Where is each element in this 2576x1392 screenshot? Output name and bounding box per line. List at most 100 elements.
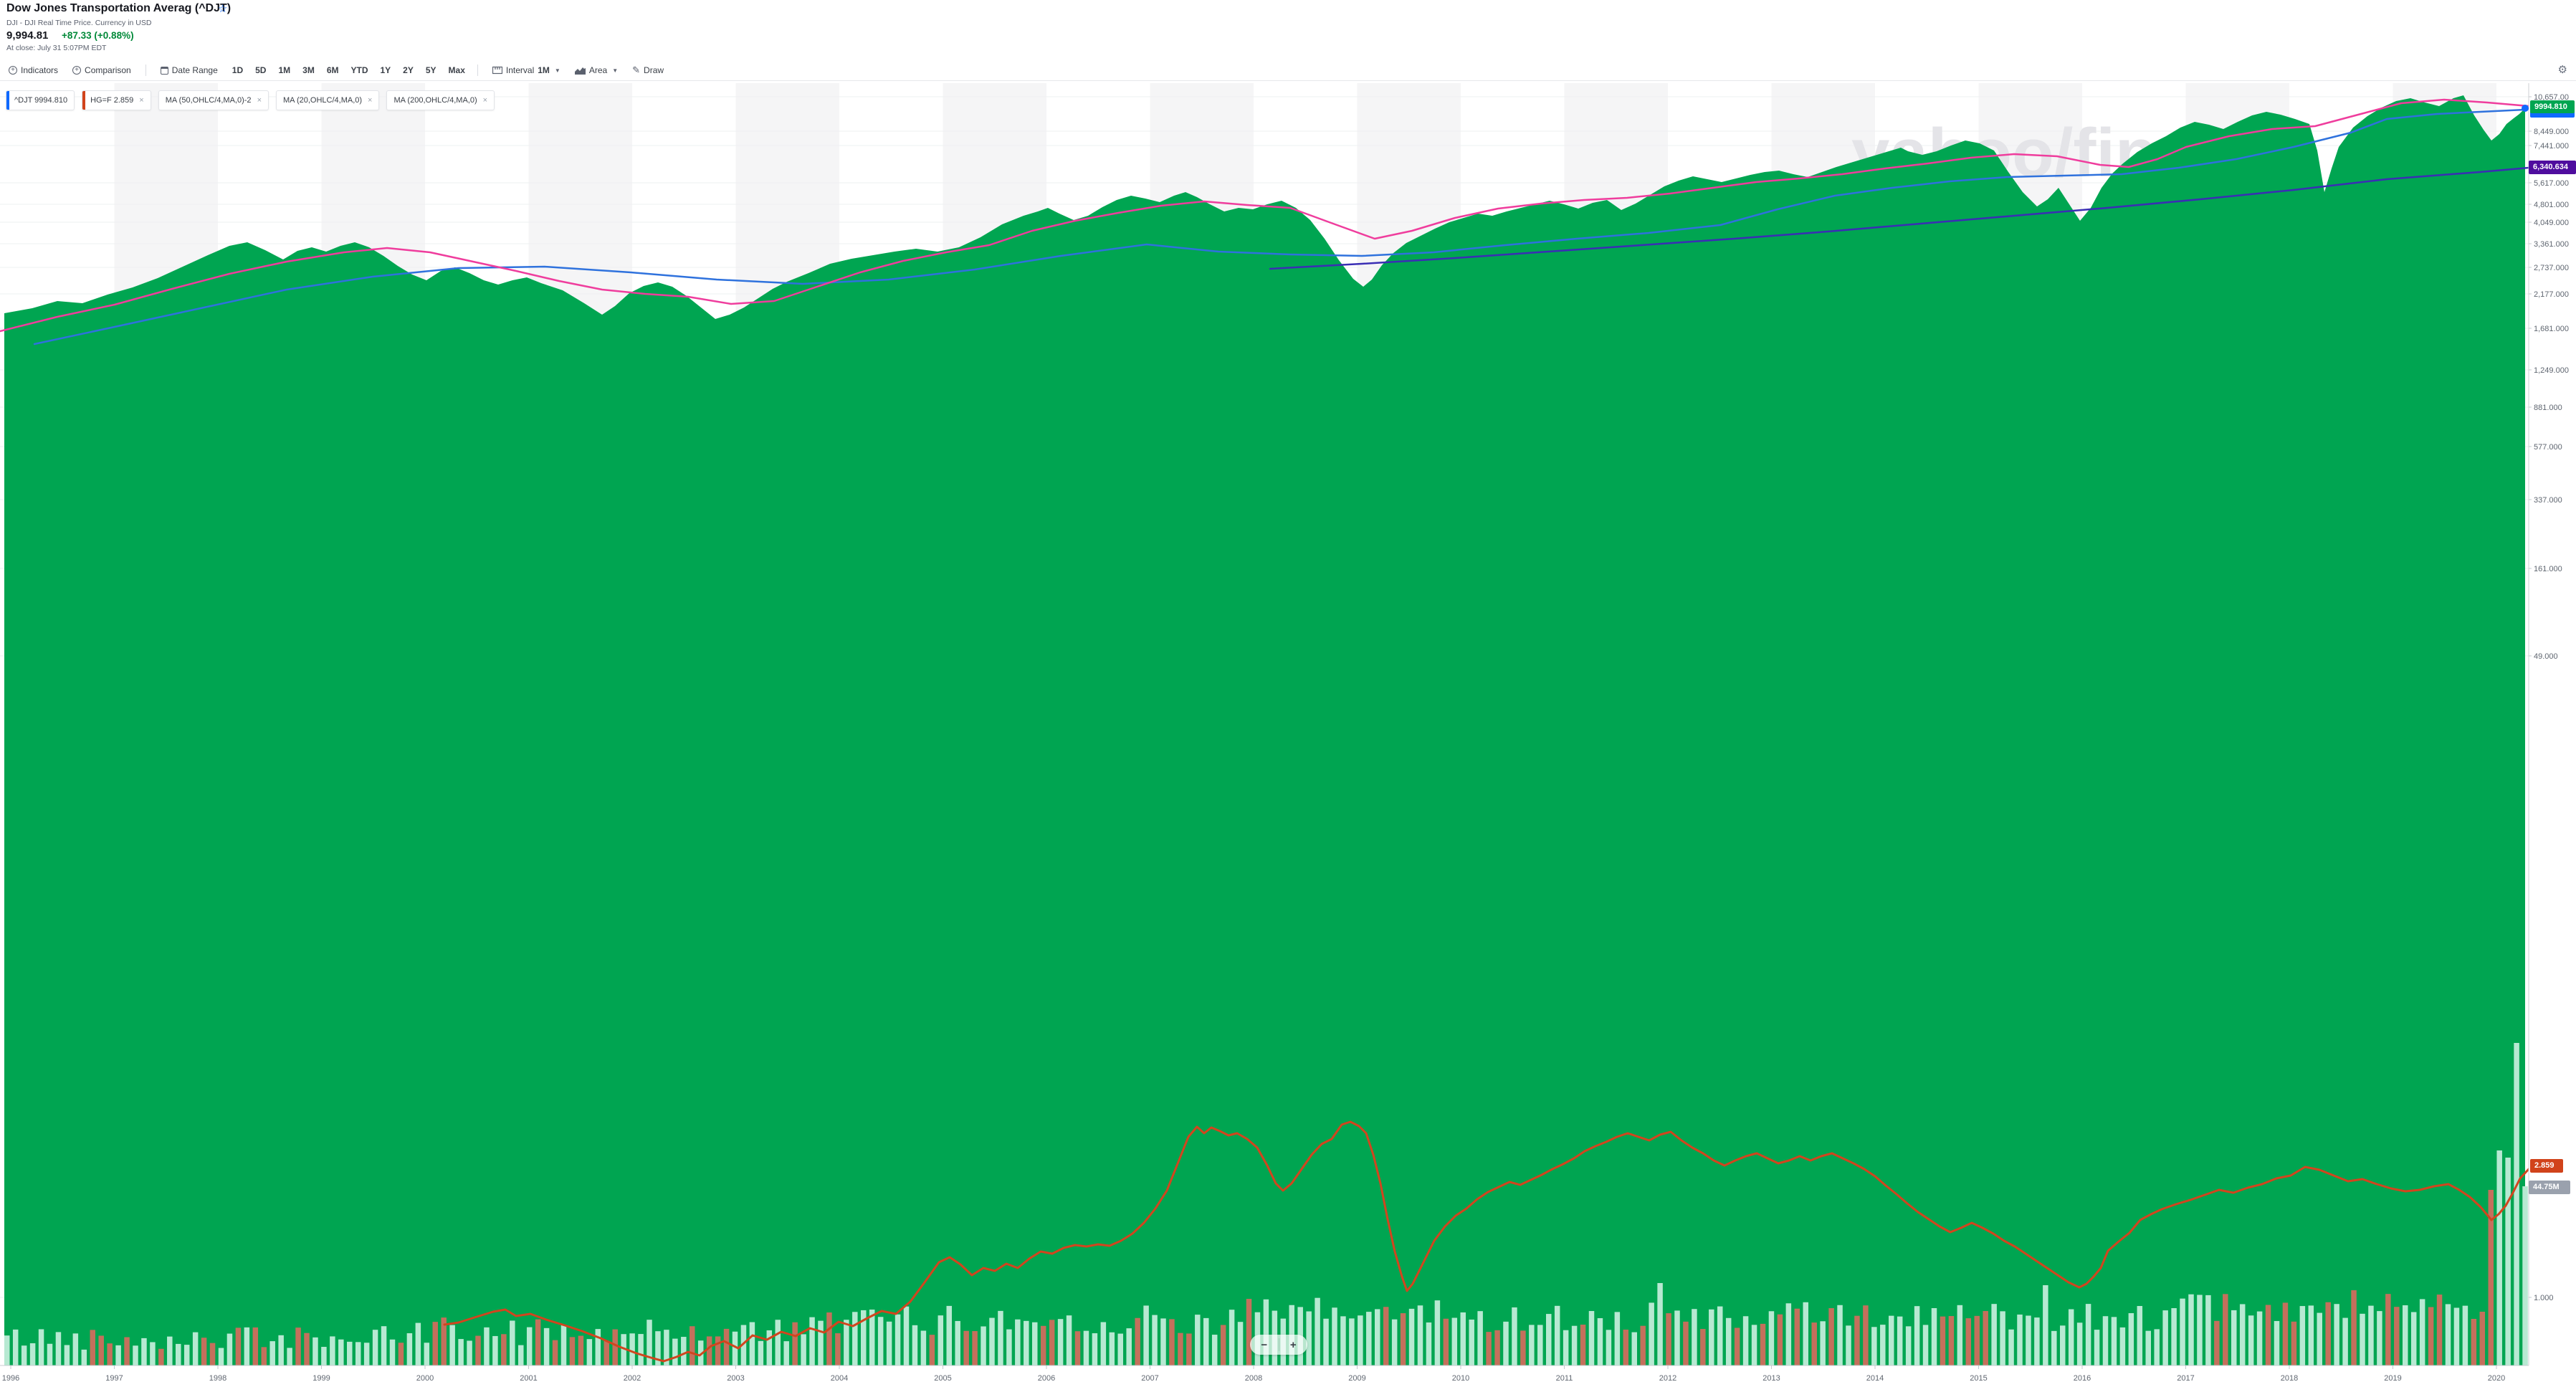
volume-bar <box>1897 1316 1903 1365</box>
volume-bar <box>920 1330 927 1365</box>
chevron-down-icon: ▼ <box>554 67 560 74</box>
legend-pill-3[interactable]: MA (20,OHLC/4,MA,0) × <box>276 90 380 110</box>
date-range-group: Date Range <box>160 65 218 75</box>
volume-bar <box>1109 1332 1115 1365</box>
range-button-3m[interactable]: 3M <box>302 65 315 75</box>
volume-bar <box>1143 1305 1149 1365</box>
volume-bar <box>2360 1313 2365 1365</box>
volume-bar <box>869 1310 875 1365</box>
volume-bar <box>972 1331 978 1365</box>
close-icon[interactable]: × <box>139 96 144 105</box>
draw-button[interactable]: ✎ Draw <box>632 65 664 76</box>
volume-bar <box>372 1330 378 1365</box>
legend-pill-1[interactable]: HG=F 2.859 × <box>82 90 151 110</box>
volume-bar <box>1820 1321 1826 1365</box>
star-icon[interactable]: ☆ <box>218 3 228 15</box>
chart-type-dropdown[interactable]: Area ▼ <box>574 65 618 75</box>
interval-dropdown[interactable]: Interval 1M ▼ <box>492 65 560 75</box>
range-button-1m[interactable]: 1M <box>278 65 291 75</box>
volume-bar <box>150 1342 156 1365</box>
volume-bar <box>226 1333 233 1365</box>
volume-bar <box>1066 1315 1072 1365</box>
volume-bar <box>989 1317 995 1365</box>
volume-bar <box>1263 1299 1269 1365</box>
volume-bar <box>321 1347 327 1365</box>
range-button-5d[interactable]: 5D <box>255 65 267 75</box>
volume-bar <box>295 1327 301 1365</box>
y-tick-label: 577.000 <box>2534 443 2562 452</box>
comparison-button[interactable]: + Comparison <box>72 65 131 75</box>
volume-bar <box>775 1320 781 1365</box>
range-button-ytd[interactable]: YTD <box>350 65 368 75</box>
x-tick-label: 2011 <box>1556 1374 1573 1383</box>
volume-bar <box>124 1337 130 1365</box>
volume-bar <box>458 1339 464 1365</box>
zoom-out-button[interactable]: − <box>1261 1338 1268 1351</box>
legend-pill-0[interactable]: ^DJT 9994.810 <box>6 90 75 110</box>
volume-bar <box>81 1349 87 1365</box>
volume-bar <box>2094 1330 2100 1365</box>
volume-bar <box>1520 1330 1526 1365</box>
volume-bar <box>1614 1312 1621 1365</box>
volume-bar <box>2342 1317 2348 1365</box>
volume-bar <box>1957 1305 1963 1365</box>
volume-bar <box>1126 1328 1132 1365</box>
range-button-1d[interactable]: 1D <box>232 65 244 75</box>
pill-label: HG=F 2.859 <box>90 96 134 105</box>
range-button-1y[interactable]: 1Y <box>380 65 391 75</box>
volume-bar <box>2445 1304 2451 1365</box>
volume-bar <box>1057 1319 1064 1365</box>
volume-bar <box>1340 1316 1346 1365</box>
pill-label: ^DJT 9994.810 <box>14 96 68 105</box>
volume-bar <box>1537 1325 1543 1365</box>
volume-bar <box>1315 1297 1320 1365</box>
volume-bar <box>1186 1333 1192 1365</box>
volume-bar <box>415 1322 421 1365</box>
range-buttons: 1D 5D 1M 3M 6M YTD 1Y 2Y 5Y Max <box>232 65 477 75</box>
volume-bar <box>1229 1310 1235 1365</box>
y-tick-label: 3,361.000 <box>2534 240 2569 249</box>
volume-bar <box>2214 1320 2220 1365</box>
gear-icon[interactable]: ⚙ <box>2557 64 2567 76</box>
legend-pill-4[interactable]: MA (200,OHLC/4,MA,0) × <box>386 90 495 110</box>
volume-bar <box>2428 1307 2434 1365</box>
close-icon[interactable]: × <box>482 96 488 105</box>
volume-bar <box>1024 1320 1029 1365</box>
volume-bar <box>278 1335 284 1365</box>
volume-bar <box>2351 1290 2357 1365</box>
volume-bar <box>647 1320 652 1365</box>
volume-bar <box>1777 1314 1783 1365</box>
x-tick-label: 2017 <box>2177 1374 2194 1383</box>
line-series-HG=F <box>443 1120 2530 1363</box>
volume-bar <box>1922 1325 1929 1365</box>
volume-bar <box>1692 1309 1697 1365</box>
x-tick-label: 1999 <box>313 1374 330 1383</box>
close-icon[interactable]: × <box>368 96 373 105</box>
volume-bar <box>2034 1317 2040 1365</box>
y-tick-label: 2,737.000 <box>2534 264 2569 272</box>
volume-bar <box>2368 1305 2374 1365</box>
djt-price-badge: 9994.810 <box>2530 100 2575 113</box>
volume-bar <box>1074 1331 1081 1365</box>
range-button-2y[interactable]: 2Y <box>403 65 414 75</box>
volume-bar <box>363 1343 370 1365</box>
legend-pill-2[interactable]: MA (50,OHLC/4,MA,0)-2 × <box>158 90 269 110</box>
volume-bar <box>432 1322 438 1365</box>
pill-label: MA (50,OHLC/4,MA,0)-2 <box>165 96 252 105</box>
volume-bar <box>287 1348 292 1365</box>
volume-bar <box>809 1317 815 1365</box>
volume-bar <box>2008 1329 2014 1365</box>
close-icon[interactable]: × <box>257 96 262 105</box>
range-button-6m[interactable]: 6M <box>326 65 339 75</box>
pencil-icon: ✎ <box>632 65 641 75</box>
volume-bar <box>1443 1318 1449 1365</box>
range-button-5y[interactable]: 5Y <box>425 65 437 75</box>
volume-bar <box>2017 1314 2023 1365</box>
volume-bar <box>2325 1302 2331 1365</box>
indicators-button[interactable]: + Indicators <box>9 65 58 75</box>
range-button-max[interactable]: Max <box>448 65 465 75</box>
zoom-in-button[interactable]: + <box>1289 1338 1297 1351</box>
volume-bar <box>655 1331 661 1365</box>
volume-bar <box>1178 1333 1183 1365</box>
